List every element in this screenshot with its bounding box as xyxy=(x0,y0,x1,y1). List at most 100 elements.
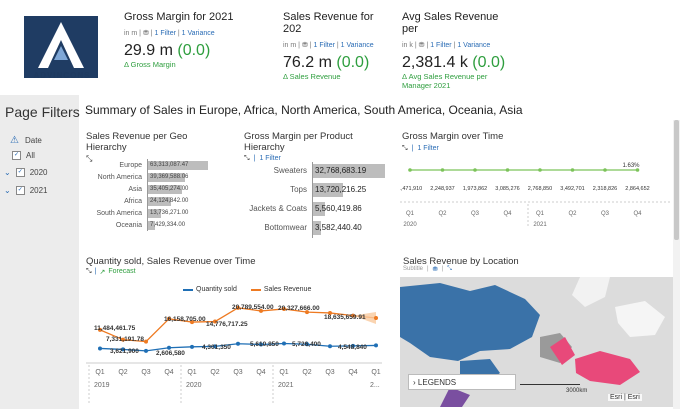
page-scrollbar[interactable] xyxy=(673,120,680,409)
map-subtitle: Subtitle xyxy=(403,266,424,272)
qty-quarter-label: Q1 xyxy=(371,369,380,376)
revenue-point xyxy=(305,310,309,315)
hierarchy-icon[interactable]: ⤡ xyxy=(86,154,93,163)
gm-time-title: Gross Margin over Time xyxy=(402,131,504,142)
revenue-data-label: 16,158,705.00 xyxy=(164,316,206,323)
qty-toolbar: ⤡ | ↗ Forecast xyxy=(86,268,136,276)
kpi-meta: in m | ⛃ | 1 Filter | 1 Variance xyxy=(283,42,374,49)
gm-filter-link[interactable]: 1 Filter xyxy=(417,145,439,152)
map-attribution[interactable]: Esri | Esri xyxy=(608,394,642,401)
qty-quarter-label: Q3 xyxy=(325,369,334,376)
hierarchy-icon[interactable]: ⤡ xyxy=(402,145,408,152)
revenue-point xyxy=(144,339,148,344)
bar[interactable] xyxy=(313,202,326,216)
revenue-point xyxy=(121,337,125,342)
quantity-point xyxy=(98,346,102,351)
map-legends-toggle[interactable]: › LEGENDS xyxy=(408,374,516,390)
kpi-filter-link[interactable]: 1 Filter xyxy=(154,30,176,37)
kpi-tile-gross-margin[interactable]: Gross Margin for 2021 in m | ⛃ | 1 Filte… xyxy=(124,11,274,69)
filter-option-all[interactable]: ✓ All xyxy=(12,151,35,160)
gm-value-label: 3,492,701 xyxy=(560,186,584,192)
qty-revenue-chart: 11,484,461.75 7,331,191.78 16,158,705.0014… xyxy=(86,304,382,403)
legend-swatch-icon xyxy=(250,288,261,291)
forecast-link[interactable]: Forecast xyxy=(108,268,136,275)
date-filter-header[interactable]: ⚠ Date xyxy=(10,135,42,146)
bar[interactable] xyxy=(148,209,162,218)
chevron-down-icon[interactable]: ⌄ xyxy=(4,186,11,195)
bar[interactable] xyxy=(148,161,208,170)
map-subtitle-row: Subtitle | ⛃ | ⤡ xyxy=(403,266,452,273)
kpi-variance-link[interactable]: 1 Variance xyxy=(457,42,491,49)
chevron-right-icon: › xyxy=(413,378,416,387)
qty-quarter-label: Q3 xyxy=(141,369,150,376)
kpi-filter-link[interactable]: 1 Filter xyxy=(313,42,335,49)
kpi-delta-label: Δ Sales Revenue xyxy=(283,72,341,81)
kpi-variance-link[interactable]: 1 Variance xyxy=(181,30,215,37)
revenue-data-label: 7,331,191.78 xyxy=(106,336,144,343)
map-title: Sales Revenue by Location xyxy=(403,256,519,267)
revenue-data-label: 20,327,666.00 xyxy=(278,305,320,312)
quantity-point xyxy=(144,348,148,353)
gm-point xyxy=(570,168,575,172)
qty-legend: Quantity sold Sales Revenue xyxy=(183,286,311,293)
bar-category-label: South America xyxy=(96,210,142,217)
bar[interactable] xyxy=(313,221,321,235)
filter-option-label: 2021 xyxy=(29,186,48,195)
chevron-down-icon[interactable]: ⌄ xyxy=(4,168,11,177)
filter-option-2021[interactable]: ⌄ ✓ 2021 xyxy=(4,186,48,195)
kpi-unit: in m xyxy=(124,30,138,37)
kpi-value-row: 29.9 m (0.0) xyxy=(124,42,274,60)
kpi-variance-link[interactable]: 1 Variance xyxy=(340,42,374,49)
bar-value-label: 13,720,216.25 xyxy=(315,185,367,194)
scrollbar-thumb[interactable] xyxy=(674,120,679,240)
legend-item-quantity: Quantity sold xyxy=(183,286,237,293)
gm-value-label: 2,768,850 xyxy=(528,186,552,192)
kpi-delta-label: Δ Gross Margin xyxy=(124,60,176,69)
gm-quarter-label: Q3 xyxy=(601,211,610,217)
date-filter-label: Date xyxy=(24,136,42,145)
gm-pct-label: 1.63% xyxy=(622,163,640,169)
bar[interactable] xyxy=(313,164,385,178)
legends-label: LEGENDS xyxy=(417,378,457,387)
kpi-filter-link[interactable]: 1 Filter xyxy=(430,42,452,49)
revenue-point xyxy=(98,327,102,332)
revenue-point xyxy=(213,319,217,324)
qty-quarter-label: Q1 xyxy=(187,369,196,376)
revenue-point xyxy=(351,313,355,318)
hierarchy-icon[interactable]: ⤡ xyxy=(244,155,250,162)
bar-value-label: 24,124,842.00 xyxy=(150,198,189,204)
quantity-point xyxy=(167,345,171,350)
bar[interactable] xyxy=(148,221,156,230)
quantity-data-label: 5,726,400 xyxy=(292,341,321,348)
quantity-point xyxy=(236,341,240,346)
product-filter-link[interactable]: 1 Filter xyxy=(259,155,281,162)
bar[interactable] xyxy=(313,183,344,197)
kpi-title: Avg Sales Revenue per xyxy=(402,11,499,35)
gm-point xyxy=(473,168,477,172)
kpi-value: 2,381.4 k xyxy=(402,54,468,71)
checkbox-icon[interactable]: ✓ xyxy=(15,168,25,177)
bar[interactable] xyxy=(148,173,186,182)
qty-quarter-label: Q4 xyxy=(348,369,357,376)
quantity-point xyxy=(259,342,263,347)
bar[interactable] xyxy=(148,185,182,194)
quantity-data-label: 4,301,350 xyxy=(202,344,231,351)
bar-value-label: 39,369,588.06 xyxy=(150,174,189,180)
kpi-tile-sales-revenue[interactable]: Sales Revenue for 202 in m | ⛃ | 1 Filte… xyxy=(283,11,393,81)
revenue-point xyxy=(190,320,194,325)
filter-option-2020[interactable]: ⌄ ✓ 2020 xyxy=(4,168,48,177)
kpi-tile-avg-sales[interactable]: Avg Sales Revenue per in k | ⛃ | 1 Filte… xyxy=(402,11,512,90)
hierarchy-icon: ⤡ xyxy=(447,266,452,272)
revenue-point xyxy=(282,306,286,311)
checkbox-icon[interactable]: ✓ xyxy=(12,151,21,160)
kpi-value-row: 76.2 m (0.0) xyxy=(283,54,393,72)
hierarchy-icon[interactable]: ⤡ xyxy=(86,268,92,275)
revenue-data-label: 11,484,461.75 xyxy=(94,325,136,332)
checkbox-icon[interactable]: ✓ xyxy=(15,186,25,195)
trend-arrow-icon: ↗ xyxy=(99,269,106,276)
logo-mark-icon xyxy=(24,16,98,78)
gm-value-label: 1,973,862 xyxy=(463,186,487,192)
gm-value-label: 2,318,826 xyxy=(593,186,617,192)
page-filters-title: Page Filters xyxy=(5,104,80,120)
bar[interactable] xyxy=(148,197,171,206)
